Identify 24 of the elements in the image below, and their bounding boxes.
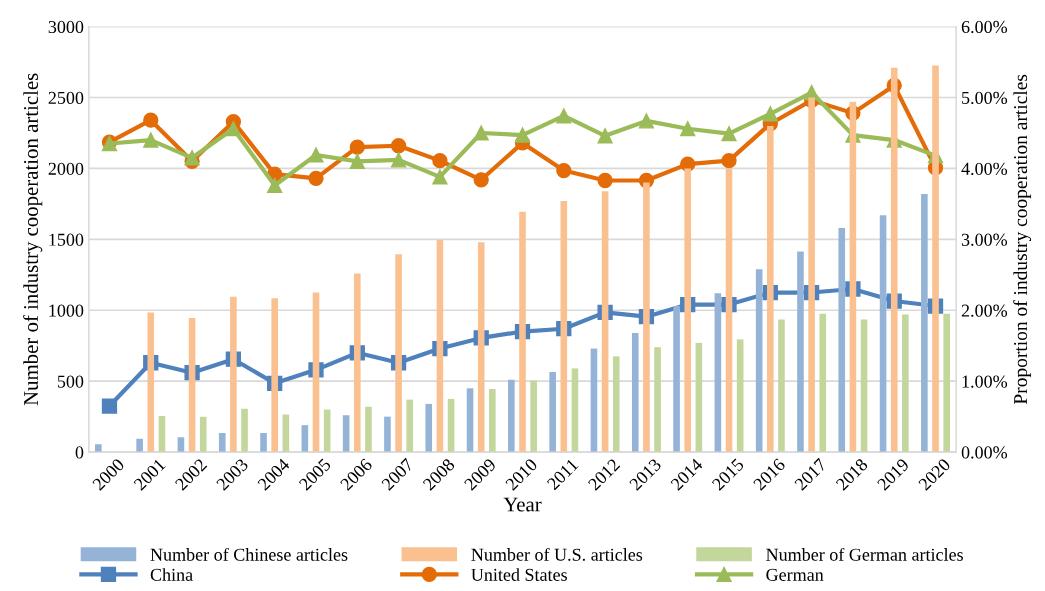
y-tick-label: 2000 — [48, 162, 84, 175]
y-tick-label: 3000 — [48, 20, 84, 34]
x-axis-title: Year — [503, 497, 542, 512]
legend-label: Number of U.S. articles — [471, 547, 643, 561]
y2-tick-label: 6.00% — [961, 20, 1008, 34]
x-tick-label: 2011 — [546, 458, 579, 491]
legend-label: Number of German articles — [766, 547, 963, 561]
y-tick-label: 1500 — [49, 233, 84, 246]
legend-label: Number of Chinese articles — [150, 547, 348, 561]
y2-tick-label: 1.00% — [962, 375, 1008, 388]
legend-label: United States — [471, 568, 567, 581]
y2-tick-label: 2.00% — [961, 304, 1008, 317]
y-tick-label: 0 — [75, 446, 84, 459]
y2-tick-label: 4.00% — [961, 162, 1008, 175]
legend-label: German — [766, 568, 824, 581]
y2-axis-title: Proportion of industry cooperation articles — [1013, 74, 1032, 405]
y2-tick-label: 0.00% — [961, 446, 1008, 459]
y2-tick-label: 3.00% — [961, 233, 1008, 246]
legend-label: China — [150, 568, 193, 581]
y-tick-label: 2500 — [48, 91, 84, 104]
y-axis-title: Number of industry cooperation articles — [23, 73, 43, 406]
y-tick-label: 500 — [57, 375, 84, 388]
y2-tick-label: 5.00% — [962, 91, 1008, 105]
y-tick-label: 1000 — [49, 304, 84, 317]
